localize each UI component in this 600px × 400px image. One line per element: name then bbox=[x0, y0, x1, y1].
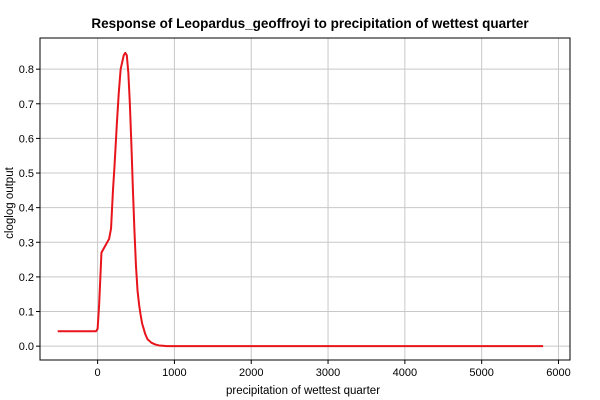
x-axis-label: precipitation of wettest quarter bbox=[226, 385, 380, 397]
y-tick-label: 0.1 bbox=[19, 307, 34, 319]
series-layer bbox=[57, 51, 544, 348]
y-axis-label: cloglog output bbox=[4, 166, 16, 238]
y-tick-label: 0.2 bbox=[19, 272, 34, 284]
grid-lines bbox=[40, 38, 570, 360]
y-tick-label: 0.0 bbox=[19, 341, 34, 353]
y-tick-label: 0.7 bbox=[19, 99, 34, 111]
y-tick-label: 0.5 bbox=[19, 168, 34, 180]
y-tick-label: 0.4 bbox=[19, 203, 34, 215]
y-tick-label: 0.6 bbox=[19, 133, 34, 145]
x-tick-label: 0 bbox=[95, 367, 101, 379]
y-tick-label: 0.3 bbox=[19, 237, 34, 249]
x-tick-label: 4000 bbox=[393, 367, 417, 379]
axis-ticks: 0 1000 2000 3000 4000 5000 6000 0.0 0.1 0.2 0.3 0.4… bbox=[19, 64, 571, 379]
series-line bbox=[57, 51, 544, 348]
chart-title: Response of Leopardus_geoffroyi to preci… bbox=[91, 16, 529, 31]
x-tick-label: 3000 bbox=[316, 367, 340, 379]
x-tick-label: 5000 bbox=[469, 367, 493, 379]
plot-area-frame bbox=[39, 37, 571, 361]
x-tick-label: 2000 bbox=[239, 367, 263, 379]
x-tick-label: 6000 bbox=[546, 367, 570, 379]
y-tick-label: 0.8 bbox=[19, 64, 34, 76]
x-tick-label: 1000 bbox=[162, 367, 186, 379]
